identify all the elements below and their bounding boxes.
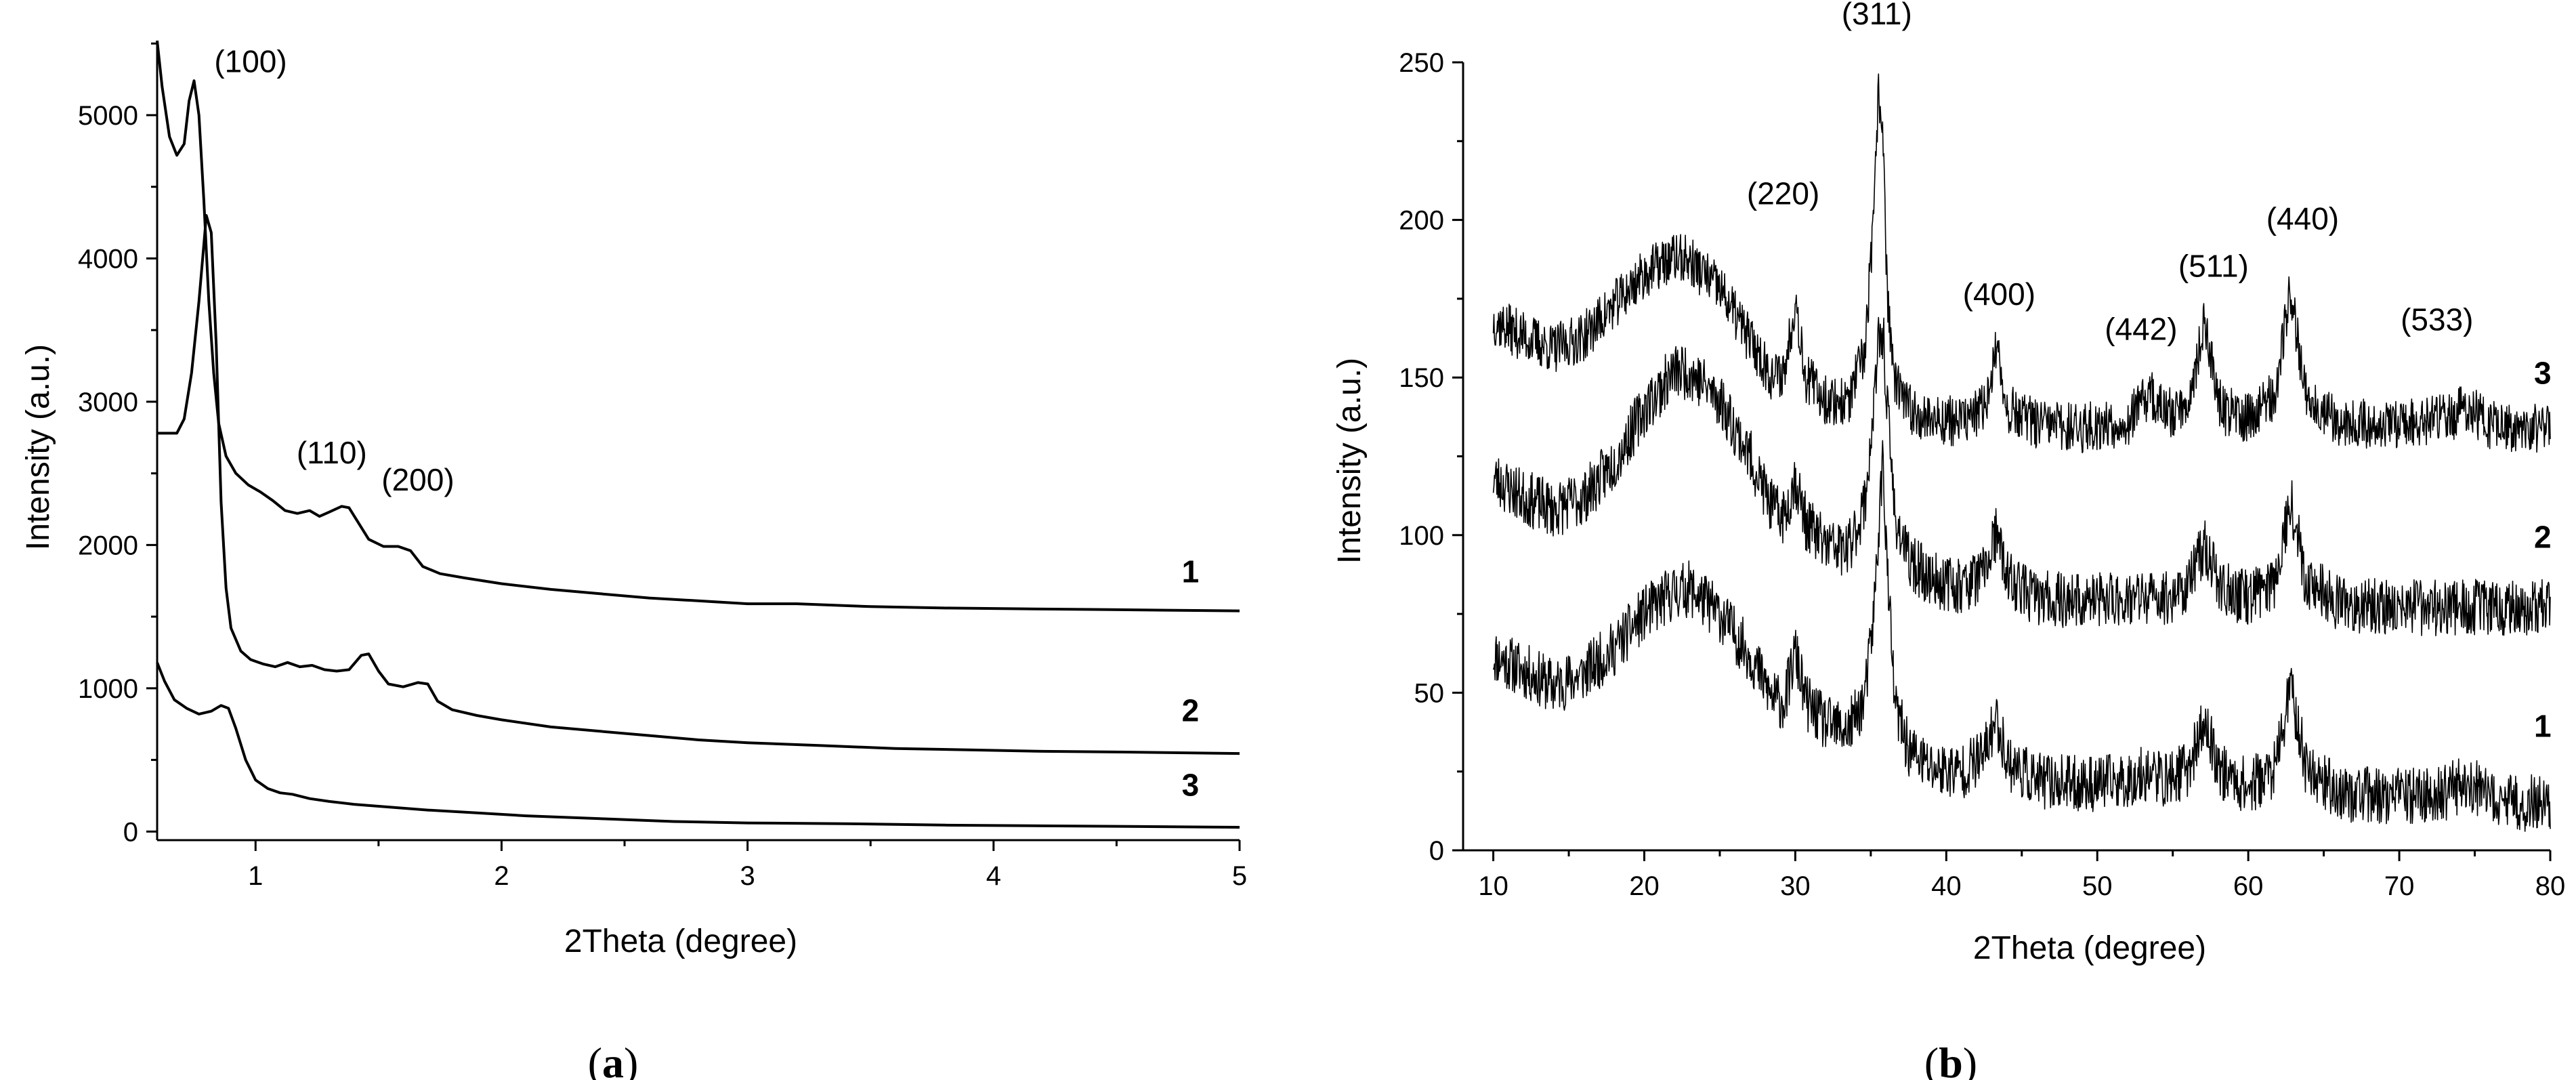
panel-a-series-line-2 [157,214,1240,755]
panel-b-peak-label: (400) [1963,276,2035,312]
panel-b-caption: (b) [1924,1039,1977,1080]
panel-b-x-tick-label: 70 [2384,871,2415,901]
panel-a-annotations: (100) (110) (200) [214,44,454,497]
panel-a-series-label-2: 2 [1182,692,1200,728]
panel-b-y-tick-label: 250 [1399,48,1444,78]
panel-a-y-tick-label: 3000 [78,388,138,417]
panel-b-series-line-1 [1492,440,2551,832]
panel-b-marks: 10 20 30 40 50 60 70 80 0 50 100 150 200 250 [1399,48,2565,901]
panel-b-peak-label: (311) [1842,0,1912,31]
panel-b-y-tick-label: 100 [1399,521,1444,551]
panel-b-x-tick-label: 80 [2535,871,2566,901]
panel-b-x-tick-label: 50 [2082,871,2113,901]
panel-a-peak-label: (110) [297,435,367,470]
panel-a-series-line-1 [156,40,1240,612]
panel-b-annotations: (311) (220) (400) (442)(511) (440) (533) [1747,0,2474,346]
panel-b-caption-letter: b [1939,1039,1963,1080]
panel-b: 10 20 30 40 50 60 70 80 0 50 100 150 200 250 1 2 3 (311… [1332,0,2565,1080]
panel-b-x-tick-label: 40 [1931,871,1962,901]
panel-a-y-tick-label: 0 [123,817,138,847]
panel-b-series-line-2 [1492,316,2551,637]
panel-a-caption: (a) [588,1039,639,1080]
panel-a-x-tick-label: 3 [740,861,755,891]
panel-b-series-label-1: 1 [2534,709,2552,744]
panel-b-x-axis-title: 2Theta (degree) [1973,930,2206,966]
panel-b-peak-label: (442) [2105,311,2177,346]
panel-b-y-tick-label: 50 [1414,678,1445,708]
panel-a-y-axis-title: Intensity (a.u.) [20,344,56,550]
panel-b-x-tick-label: 10 [1478,871,1508,901]
panel-a-y-tick-label: 1000 [78,674,138,704]
panel-a-x-axis-title: 2Theta (degree) [564,923,797,959]
panel-a-y-tick-label: 2000 [78,531,138,560]
panel-b-y-tick-label: 150 [1399,363,1444,393]
panel-a-y-tick-label: 4000 [78,244,138,274]
panel-a-caption-letter: a [602,1039,624,1080]
panel-a-x-tick-label: 5 [1232,861,1247,891]
panel-b-peak-label: (440) [2266,201,2339,236]
panel-a-peak-label: (200) [381,462,454,497]
panel-a-series-line-3 [156,662,1240,829]
panel-a-y-tick-label: 5000 [78,101,138,131]
panel-b-y-tick-label: 0 [1429,836,1444,866]
panel-a-x-tick-label: 4 [986,861,1001,891]
panel-a-x-tick-label: 1 [248,861,263,891]
panel-b-series: 1 2 3 [1492,73,2552,832]
panel-a-marks: 1 2 3 4 5 0 1000 2000 3000 4000 5000 [78,41,1247,891]
panel-b-series-line-3 [1492,73,2551,453]
panel-b-peak-label: (220) [1747,175,1819,211]
panel-b-x-tick-label: 20 [1629,871,1660,901]
panel-b-x-tick-label: 60 [2233,871,2264,901]
panel-b-y-axis-title: Intensity (a.u.) [1332,358,1368,564]
panel-a-series-label-1: 1 [1182,554,1200,589]
panel-a-series: 1 2 3 [156,40,1240,829]
panel-b-y-tick-label: 200 [1399,206,1444,236]
panel-b-peak-label: (533) [2401,302,2473,337]
panel-a-peak-label: (100) [214,44,287,79]
panel-a: 1 2 3 4 5 0 1000 2000 3000 4000 5000 1 2 3 (100) (110… [20,40,1247,1080]
panel-b-series-label-3: 3 [2534,356,2552,391]
panel-b-series-label-2: 2 [2534,519,2552,554]
panel-b-x-tick-label: 30 [1780,871,1811,901]
panel-a-x-tick-label: 2 [494,861,509,891]
panel-b-peak-label: (511) [2178,248,2249,283]
panel-a-series-label-3: 3 [1182,767,1200,802]
